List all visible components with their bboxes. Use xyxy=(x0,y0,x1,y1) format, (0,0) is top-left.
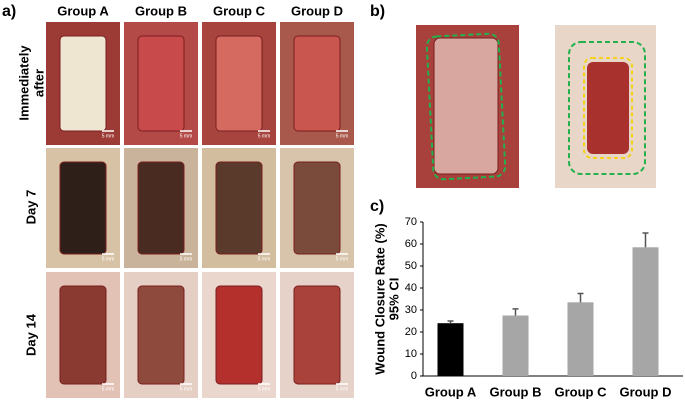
scale-bar-label: 5 mm xyxy=(336,386,349,392)
column-label: Group D xyxy=(291,3,343,18)
column-label: Group C xyxy=(213,3,266,18)
wound xyxy=(215,285,263,385)
bar xyxy=(567,302,594,376)
bar-chart: 0 10 20 30 40 50 60 70 Wound Closure Rate (%) 95%… xyxy=(372,216,683,399)
y-tick-label: 0 xyxy=(411,370,417,382)
wound xyxy=(293,161,341,255)
y-tick-label: 40 xyxy=(405,282,417,294)
wound xyxy=(59,161,107,255)
scale-bar-label: 5 mm xyxy=(102,133,115,139)
scale-bar-label: 5 mm xyxy=(336,133,349,139)
wound xyxy=(433,37,499,175)
y-tick-label: 60 xyxy=(405,238,417,250)
wound xyxy=(293,285,341,385)
y-tick-label: 30 xyxy=(405,304,417,316)
bar xyxy=(632,247,659,376)
scale-bar-label: 5 mm xyxy=(336,256,349,262)
panel-label: a) xyxy=(2,3,16,20)
y-tick-label: 10 xyxy=(405,348,417,360)
wound xyxy=(137,161,185,255)
y-tick-label: 50 xyxy=(405,260,417,272)
scale-bar-label: 5 mm xyxy=(258,386,271,392)
scale-bar-label: 5 mm xyxy=(180,133,193,139)
y-axis-label: Wound Closure Rate (%) 95% CI xyxy=(372,223,401,374)
x-tick-label: Group C xyxy=(555,384,608,399)
row-label: Immediately after xyxy=(16,45,46,121)
scale-bar-label: 5 mm xyxy=(258,133,271,139)
y-axis-label-line: 95% CI xyxy=(386,278,401,321)
wound xyxy=(137,285,185,385)
bar xyxy=(437,323,464,376)
column-label: Group A xyxy=(57,3,109,18)
row-label-line: Immediately xyxy=(16,45,31,121)
y-axis-label-line: Wound Closure Rate (%) xyxy=(372,223,387,374)
outline xyxy=(425,32,507,181)
bar xyxy=(502,315,529,376)
row-label: Day 7 xyxy=(23,190,38,225)
panel-label: b) xyxy=(370,3,385,20)
column-label: Group B xyxy=(135,3,187,18)
wound xyxy=(215,35,263,132)
outline xyxy=(583,57,633,159)
scale-bar-label: 5 mm xyxy=(180,256,193,262)
scale-bar-label: 5 mm xyxy=(180,386,193,392)
x-tick-label: Group A xyxy=(425,384,477,399)
panel-label: c) xyxy=(370,198,384,215)
scale-bar-label: 5 mm xyxy=(102,386,115,392)
wound xyxy=(59,35,107,132)
x-tick-label: Group B xyxy=(490,384,542,399)
wound xyxy=(293,35,341,132)
y-tick-label: 70 xyxy=(405,216,417,228)
wound xyxy=(587,62,629,154)
photos: 5 mm 5 mm 5 mm 5 mm 5 mm 5 mm 5 mm 5 mm 5 mm 5 mm… xyxy=(46,22,656,398)
wound xyxy=(215,161,263,255)
row-label: Day 14 xyxy=(23,313,38,356)
wound xyxy=(137,35,185,132)
y-tick-label: 20 xyxy=(405,326,417,338)
scale-bar-label: 5 mm xyxy=(102,256,115,262)
row-label-line: after xyxy=(31,69,46,97)
scale-bar-label: 5 mm xyxy=(258,256,271,262)
wound xyxy=(59,285,107,385)
x-tick-label: Group D xyxy=(620,384,672,399)
outline xyxy=(568,41,646,175)
